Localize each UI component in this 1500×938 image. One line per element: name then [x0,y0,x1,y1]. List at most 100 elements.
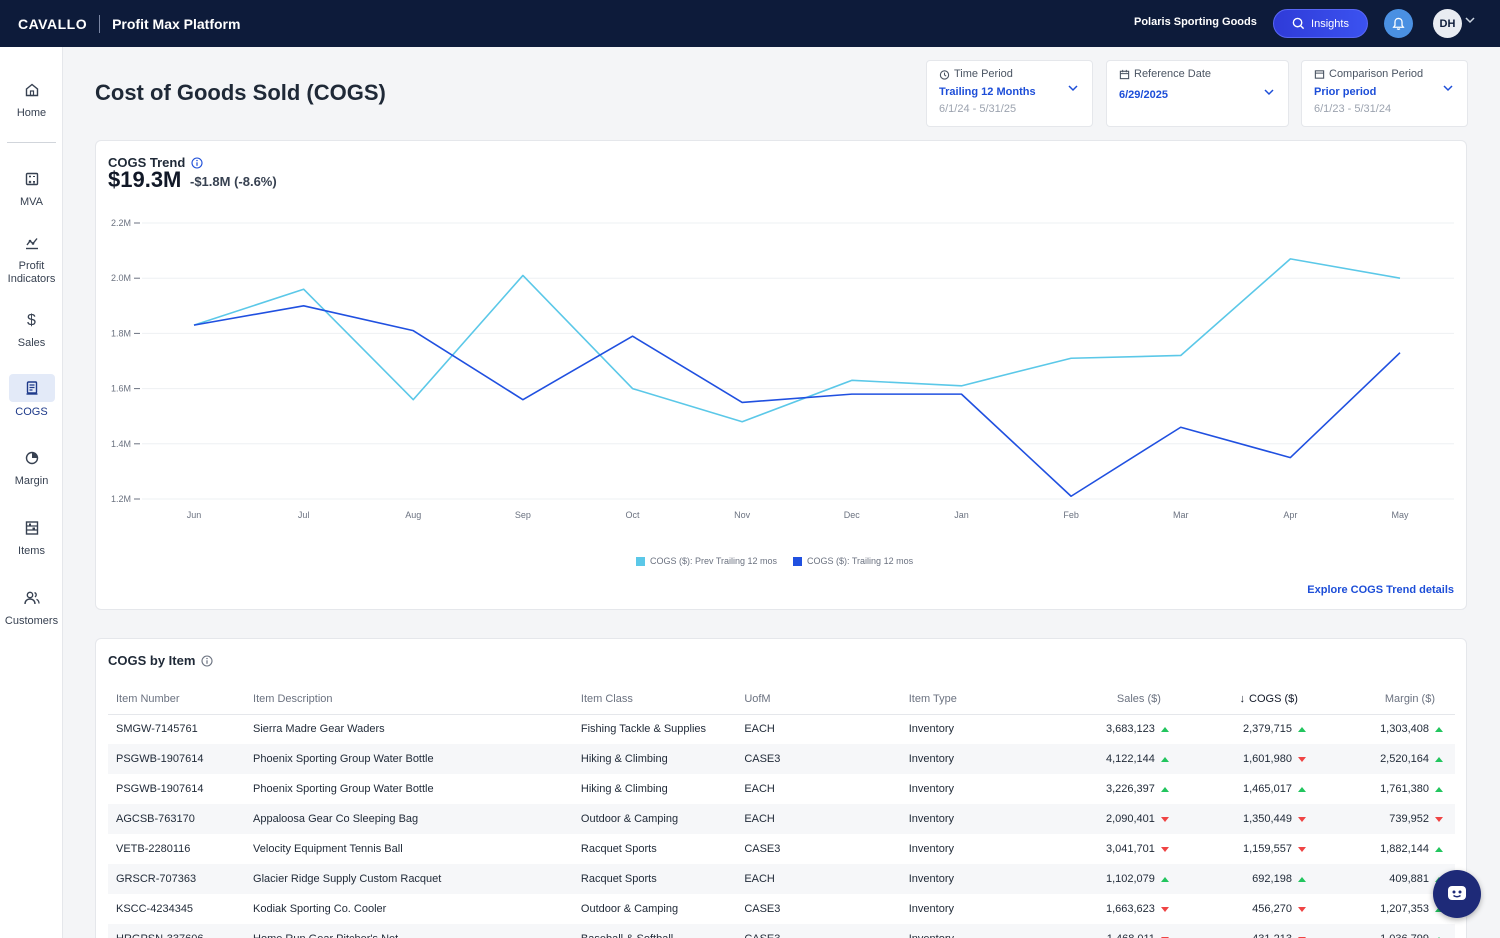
data-point[interactable] [630,386,635,391]
col-uofm[interactable]: UofM [736,684,901,715]
table-cell: Sierra Madre Gear Waders [253,723,385,736]
data-point[interactable] [411,397,416,402]
data-point[interactable] [740,400,745,405]
table-row[interactable]: PSGWB-1907614 Phoenix Sporting Group Wate… [108,774,1455,804]
table-row[interactable]: KSCC-4234345 Kodiak Sporting Co. Cooler Ou… [108,894,1455,924]
table-row[interactable]: GRSCR-707363 Glacier Ridge Supply Custom … [108,864,1455,894]
col-item-description[interactable]: Item Description [245,684,573,715]
table-cell: Baseball & Softball [572,924,737,938]
table-cell: Inventory [900,924,1043,938]
data-point[interactable] [520,273,525,278]
sidebar-item-label: Customers [4,615,59,627]
trend-up-icon [1435,846,1443,852]
table-row[interactable]: HRGPSN-337606Home Run Gear Pitcher's Net… [108,924,1455,938]
data-point[interactable] [520,397,525,402]
table-row[interactable]: AGCSB-763170 Appaloosa Gear Co Sleeping B… [108,804,1455,834]
time-period-filter[interactable]: Time Period Trailing 12 Months 6/1/24 - … [926,60,1093,127]
data-point[interactable] [301,287,306,292]
table-row[interactable]: SMGW-7145761 Sierra Madre Gear Waders Fish… [108,714,1455,744]
y-tick-label: 1.4M [111,439,131,449]
sidebar-item-profit-indicators[interactable]: Profit Indicators [0,232,63,286]
data-point[interactable] [1288,455,1293,460]
chat-assistant-button[interactable] [1433,870,1481,918]
sidebar-item-customers[interactable]: Customers [0,587,63,628]
data-point[interactable] [740,419,745,424]
data-point[interactable] [1398,276,1403,281]
data-point[interactable] [630,334,635,339]
notifications-button[interactable] [1384,9,1413,38]
sidebar-item-margin[interactable]: Margin [0,447,63,488]
data-point[interactable] [1178,425,1183,430]
chevron-down-icon[interactable] [1443,85,1453,92]
reference-date-filter[interactable]: Reference Date 6/29/2025 [1106,60,1289,127]
table-cell: EACH [736,804,901,834]
legend-item-current[interactable]: COGS ($): Trailing 12 mos [793,556,913,566]
table-cell: CASE3 [736,924,901,938]
table-cell: 3,226,397 [1043,774,1181,804]
col-item-class[interactable]: Item Class [572,684,737,715]
chevron-down-icon[interactable] [1264,89,1274,96]
table-cell: VETB-2280116 [116,843,191,855]
insights-button[interactable]: Insights [1273,9,1368,38]
sidebar-item-sales[interactable]: $ Sales [0,309,63,350]
sidebar-item-cogs[interactable]: COGS [0,374,63,419]
col-sales[interactable]: Sales ($) [1042,684,1181,715]
insights-label: Insights [1311,17,1349,30]
table-row[interactable]: PSGWB-1907614 Phoenix Sporting Group Wate… [108,744,1455,774]
table-cell: Fishing Tackle & Supplies [580,723,707,736]
cogs-trend-title-text: COGS Trend [108,155,186,170]
table-cell: HRGPSN-337606 [108,924,246,938]
table-cell: Appaloosa Gear Co Sleeping Bag [245,804,573,834]
data-point[interactable] [959,392,964,397]
explore-cogs-trend-link[interactable]: Explore COGS Trend details [1307,584,1454,596]
sidebar-divider [7,142,56,143]
comparison-period-filter[interactable]: Comparison Period Prior period 6/1/23 - … [1301,60,1468,127]
data-point[interactable] [301,303,306,308]
sidebar-item-home[interactable]: Home [0,79,63,120]
brand-logo[interactable]: CAVALLO [18,15,88,32]
data-point[interactable] [1288,256,1293,261]
col-item-type[interactable]: Item Type [900,684,1043,715]
app-title: Profit Max Platform [112,15,241,32]
data-point[interactable] [1069,494,1074,499]
series-line-trailing[interactable] [193,305,1401,498]
margin-value: 1,882,144 [1380,843,1429,855]
chevron-down-icon[interactable] [1465,17,1475,24]
chevron-down-icon[interactable] [1068,85,1078,92]
data-point[interactable] [192,323,197,328]
table-cell: Racquet Sports [580,843,657,855]
data-point[interactable] [959,383,964,388]
sidebar-item-mva[interactable]: MVA [0,168,63,209]
legend-item-prev[interactable]: COGS ($): Prev Trailing 12 mos [636,556,777,566]
trend-down-icon [1160,936,1169,938]
table-cell: CASE3 [744,903,781,915]
data-point[interactable] [1178,353,1183,358]
data-point[interactable] [411,328,416,333]
table-cell: Inventory [908,843,954,855]
table-row[interactable]: VETB-2280116 Velocity Equipment Tennis Ba… [108,834,1455,864]
col-item-number[interactable]: Item Number [108,684,246,715]
x-tick-label: Feb [1063,510,1079,520]
series-line-prev-trailing[interactable] [193,258,1401,423]
chat-bot-icon [1448,886,1466,900]
org-name[interactable]: Polaris Sporting Goods [1134,16,1257,28]
col-margin[interactable]: Margin ($) [1317,684,1455,715]
info-icon[interactable] [201,654,213,667]
col-cogs-label: COGS ($) [1249,692,1298,705]
trend-up-icon [1435,936,1443,938]
data-point[interactable] [1398,350,1403,355]
info-icon[interactable] [191,156,203,169]
trend-up-icon [1297,876,1306,882]
table-cell: Inventory [900,804,1043,834]
trend-up-icon [1297,786,1306,792]
cogs-value: 1,465,017 [1243,783,1292,795]
data-point[interactable] [849,392,854,397]
col-cogs[interactable]: ↓ COGS ($) [1180,684,1318,715]
x-tick-label: Oct [626,510,641,520]
trend-up-icon [1160,786,1169,792]
data-point[interactable] [1069,356,1074,361]
sidebar-item-items[interactable]: Items [0,517,63,558]
trend-down-icon [1297,816,1306,822]
user-avatar[interactable]: DH [1433,9,1462,38]
data-point[interactable] [849,378,854,383]
